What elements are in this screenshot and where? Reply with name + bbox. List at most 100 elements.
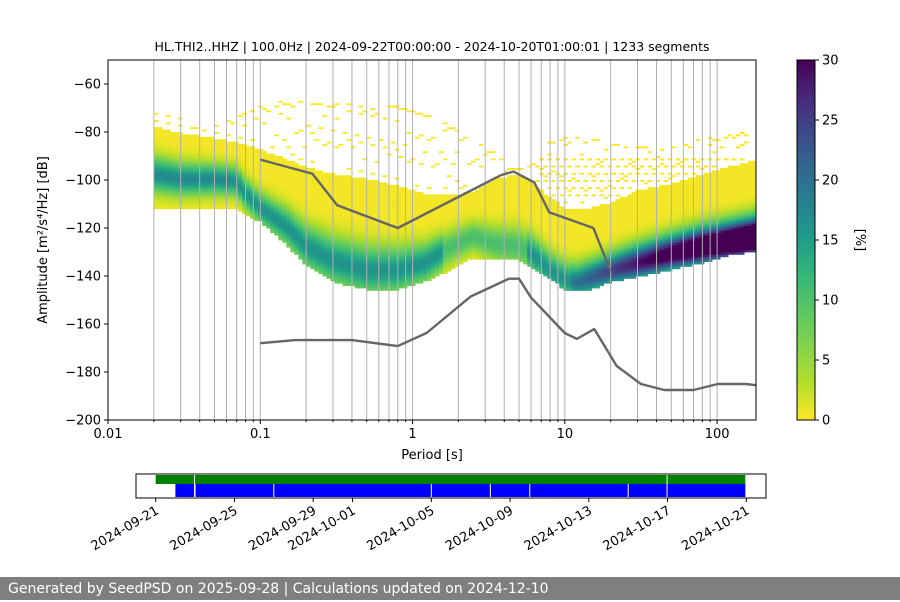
- heatmap-cell: [543, 223, 548, 226]
- heatmap-cell: [398, 247, 404, 250]
- heatmap-cell: [631, 266, 637, 270]
- heatmap-cell: [181, 153, 187, 157]
- heatmap-cell: [655, 247, 661, 250]
- heatmap-cell: [181, 134, 187, 138]
- heatmap-cell: [414, 247, 420, 250]
- heatmap-cell: [206, 165, 211, 169]
- heatmap-cell: [157, 168, 163, 171]
- heatmap-cell: [346, 228, 352, 231]
- heatmap-cell: [274, 180, 279, 183]
- heatmap-cell: [202, 158, 207, 162]
- heatmap-cell: [563, 230, 568, 234]
- heatmap-outlier: [366, 136, 372, 139]
- heatmap-cell: [354, 259, 360, 262]
- heatmap-cell: [607, 264, 613, 267]
- heatmap-cell: [210, 199, 215, 202]
- heatmap-cell: [607, 242, 613, 246]
- heatmap-cell: [378, 283, 384, 286]
- heatmap-cell: [623, 213, 629, 217]
- heatmap-cell: [675, 201, 681, 205]
- heatmap-cell: [543, 220, 548, 224]
- heatmap-cell: [563, 256, 568, 260]
- heatmap-cell: [519, 213, 524, 217]
- heatmap-cell: [242, 170, 247, 174]
- heatmap-cell: [198, 177, 203, 181]
- heatmap-cell: [262, 184, 267, 188]
- heatmap-cell: [639, 237, 645, 241]
- heatmap-cell: [519, 256, 524, 260]
- heatmap-cell: [362, 244, 368, 248]
- heatmap-cell: [422, 235, 428, 238]
- heatmap-cell: [181, 192, 187, 195]
- heatmap-outlier: [394, 148, 400, 151]
- heatmap-cell: [210, 172, 215, 176]
- heatmap-outlier: [410, 110, 416, 113]
- heatmap-cell: [422, 208, 428, 212]
- heatmap-cell: [334, 259, 340, 262]
- heatmap-cell: [591, 256, 597, 260]
- heatmap-cell: [278, 201, 283, 205]
- heatmap-cell: [198, 168, 203, 171]
- heatmap-cell: [535, 220, 540, 224]
- heatmap-cell: [679, 256, 685, 260]
- heatmap-cell: [491, 218, 496, 222]
- heatmap-cell: [479, 247, 484, 250]
- heatmap-cell: [290, 237, 295, 241]
- heatmap-cell: [499, 244, 504, 248]
- heatmap-cell: [370, 182, 376, 186]
- heatmap-cell: [575, 288, 580, 291]
- heatmap-cell: [422, 247, 428, 250]
- heatmap-cell: [659, 261, 665, 265]
- heatmap-cell: [402, 280, 408, 284]
- heatmap-cell: [607, 271, 613, 274]
- heatmap-cell: [302, 230, 307, 234]
- heatmap-cell: [326, 204, 332, 207]
- heatmap-cell: [523, 201, 528, 205]
- heatmap-cell: [342, 249, 348, 253]
- heatmap-cell: [262, 211, 267, 214]
- heatmap-cell: [519, 244, 524, 248]
- heatmap-cell: [531, 264, 536, 267]
- heatmap-cell: [450, 237, 456, 241]
- heatmap-cell: [623, 220, 629, 224]
- heatmap-cell: [346, 276, 352, 279]
- heatmap-cell: [414, 196, 420, 200]
- heatmap-cell: [659, 187, 665, 190]
- heatmap-cell: [318, 208, 324, 212]
- heatmap-cell: [398, 204, 404, 207]
- heatmap-cell: [302, 192, 307, 195]
- heatmap-cell: [487, 204, 492, 207]
- heatmap-cell: [246, 192, 251, 195]
- heatmap-cell: [639, 252, 645, 255]
- heatmap-cell: [362, 204, 368, 207]
- heatmap-outlier: [270, 146, 275, 149]
- heatmap-cell: [567, 249, 572, 253]
- heatmap-cell: [651, 242, 657, 246]
- heatmap-cell: [454, 211, 460, 214]
- heatmap-cell: [547, 264, 552, 267]
- heatmap-outlier: [390, 105, 396, 108]
- heatmap-cell: [189, 175, 195, 178]
- heatmap-cell: [414, 278, 420, 282]
- heatmap-cell: [671, 240, 677, 243]
- heatmap-cell: [599, 276, 605, 279]
- heatmap-cell: [266, 218, 271, 222]
- heatmap-cell: [511, 244, 516, 248]
- heatmap-cell: [515, 180, 520, 183]
- heatmap-cell: [254, 148, 259, 152]
- heatmap-cell: [165, 141, 171, 145]
- heatmap-cell: [306, 204, 311, 207]
- heatmap-cell: [322, 204, 328, 207]
- heatmap-cell: [354, 271, 360, 274]
- heatmap-cell: [290, 163, 295, 166]
- heatmap-cell: [426, 199, 432, 202]
- heatmap-cell: [511, 237, 516, 241]
- heatmap-cell: [402, 232, 408, 236]
- heatmap-cell: [402, 206, 408, 210]
- heatmap-cell: [446, 249, 452, 253]
- heatmap-cell: [226, 194, 231, 198]
- heatmap-outlier: [414, 112, 420, 115]
- heatmap-cell: [611, 254, 617, 258]
- heatmap-cell: [342, 228, 348, 231]
- heatmap-cell: [627, 206, 633, 210]
